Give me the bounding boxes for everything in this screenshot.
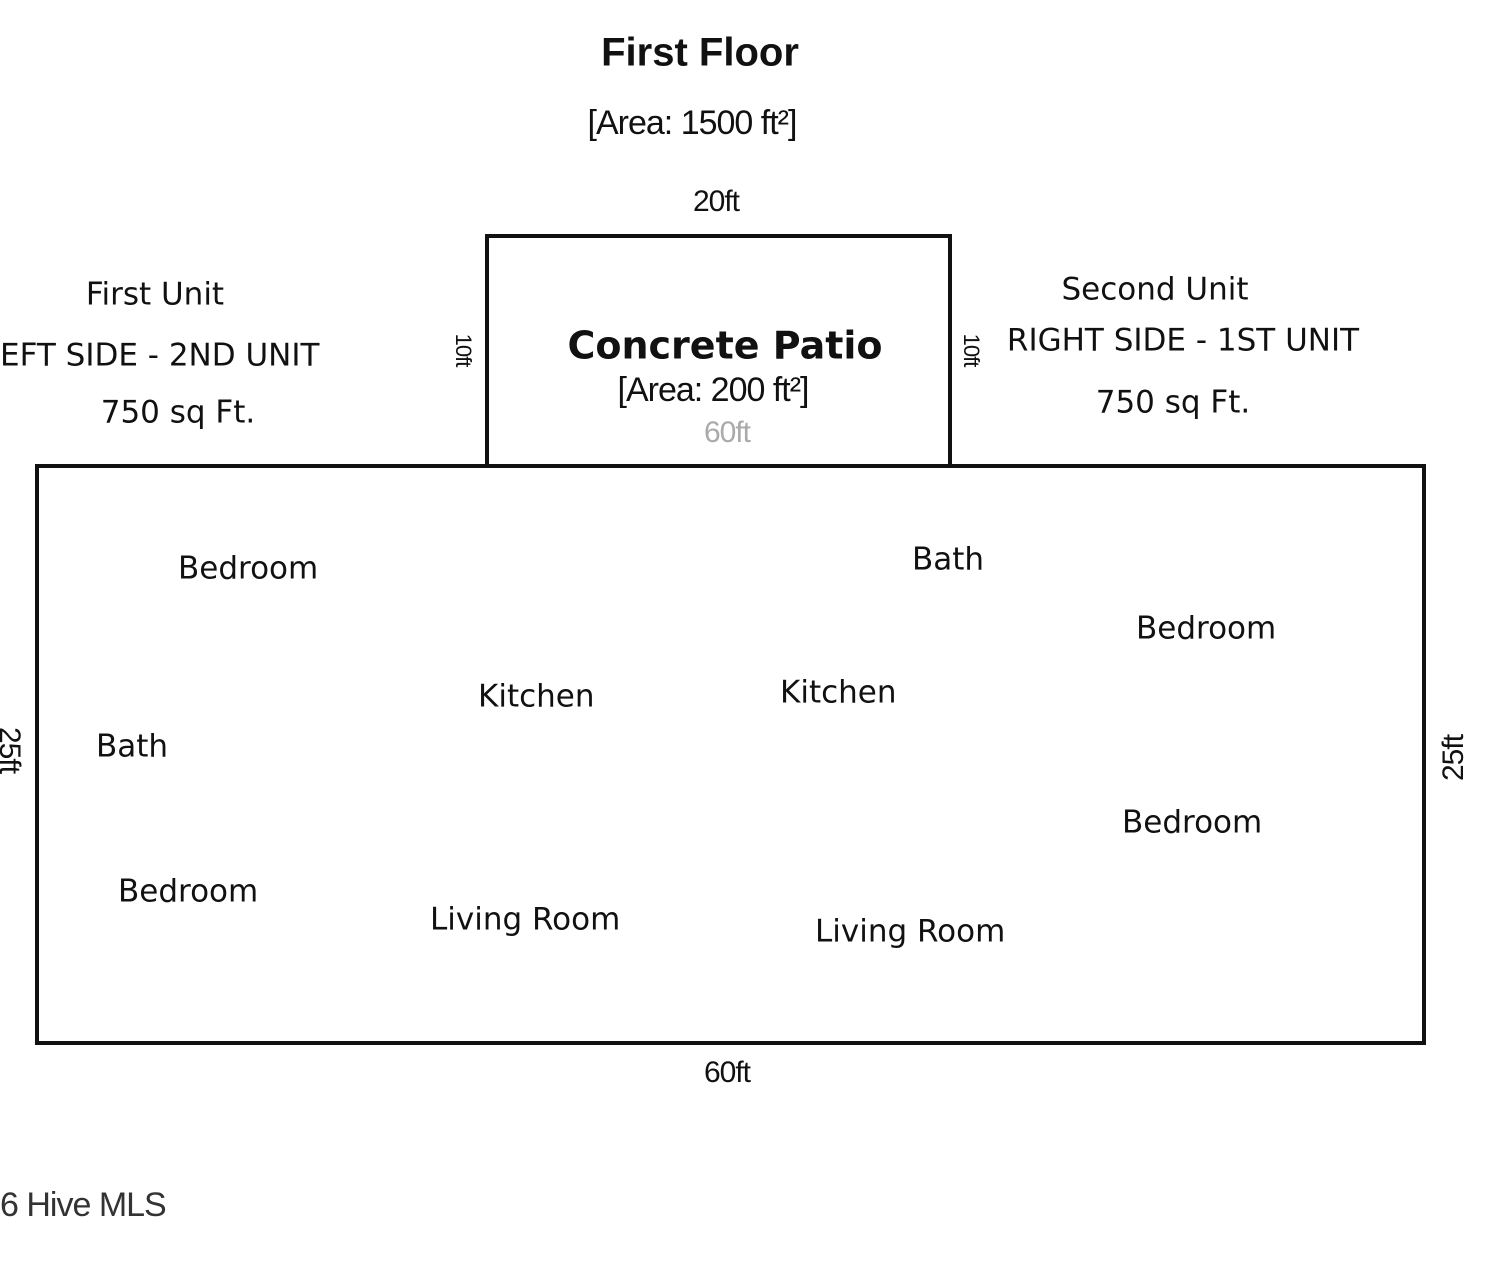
- patio-area: [Area: 200 ft²]: [618, 371, 809, 409]
- room-label: Bedroom: [1136, 611, 1276, 647]
- patio-inner-dimension: 60ft: [704, 416, 752, 449]
- title: First Floor: [601, 31, 799, 75]
- patio-right-dimension: 10ft: [959, 334, 984, 368]
- room-label: Kitchen: [780, 675, 897, 711]
- floor-area: [Area: 1500 ft²]: [588, 104, 797, 142]
- room-label: Kitchen: [478, 679, 595, 715]
- right-dimension: 25ft: [1437, 733, 1470, 781]
- left-dimension: 25ft: [0, 727, 26, 775]
- unit-size: 750 sq Ft.: [101, 395, 256, 431]
- patio-label: Concrete Patio: [567, 324, 882, 368]
- patio-left-dimension: 10ft: [451, 334, 476, 368]
- unit-side: RIGHT SIDE - 1ST UNIT: [1007, 323, 1360, 359]
- room-label: Bedroom: [1122, 805, 1262, 841]
- room-label: Living Room: [815, 914, 1005, 950]
- bottom-dimension: 60ft: [704, 1056, 752, 1089]
- house-outline: [35, 464, 1426, 1045]
- room-label: Living Room: [430, 902, 620, 938]
- room-label: Bedroom: [178, 551, 318, 587]
- watermark: 6 Hive MLS: [0, 1186, 166, 1224]
- unit-name: Second Unit: [1061, 272, 1248, 308]
- room-label: Bedroom: [118, 874, 258, 910]
- room-label: Bath: [96, 729, 168, 765]
- room-label: Bath: [912, 542, 984, 578]
- unit-size: 750 sq Ft.: [1096, 385, 1251, 421]
- patio-top-dimension: 20ft: [693, 185, 741, 218]
- unit-side: EFT SIDE - 2ND UNIT: [0, 338, 320, 374]
- unit-name: First Unit: [86, 277, 224, 313]
